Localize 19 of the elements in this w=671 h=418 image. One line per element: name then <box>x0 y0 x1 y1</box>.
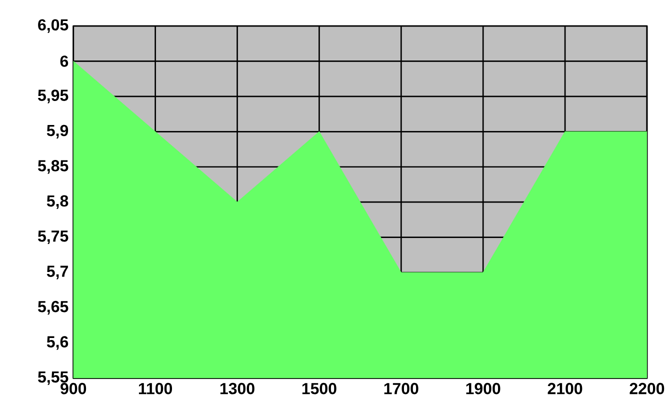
y-tick-label: 5,85 <box>38 160 68 174</box>
y-tick-label: 5,8 <box>46 195 68 209</box>
y-tick-label: 5,9 <box>46 124 68 138</box>
x-tick-label: 2200 <box>630 382 664 394</box>
x-tick-label: 1100 <box>138 382 172 394</box>
x-tick-label: 1500 <box>302 382 336 394</box>
x-tick-label: 900 <box>60 382 86 394</box>
x-tick-label: 2100 <box>548 382 582 394</box>
y-tick-label: 6 <box>60 55 68 67</box>
y-tick-label: 6,05 <box>38 19 68 33</box>
y-tick-label: 5,7 <box>46 266 68 280</box>
y-tick-label: 5,75 <box>38 230 68 244</box>
x-tick-label: 1300 <box>220 382 254 394</box>
y-tick-label: 5,95 <box>38 90 68 104</box>
x-tick-label: 1700 <box>384 382 418 394</box>
y-tick-label: 5,6 <box>46 336 68 350</box>
y-tick-label: 5,55 <box>38 371 68 385</box>
x-tick-label: 1900 <box>466 382 500 394</box>
y-tick-label: 5,65 <box>38 300 68 314</box>
